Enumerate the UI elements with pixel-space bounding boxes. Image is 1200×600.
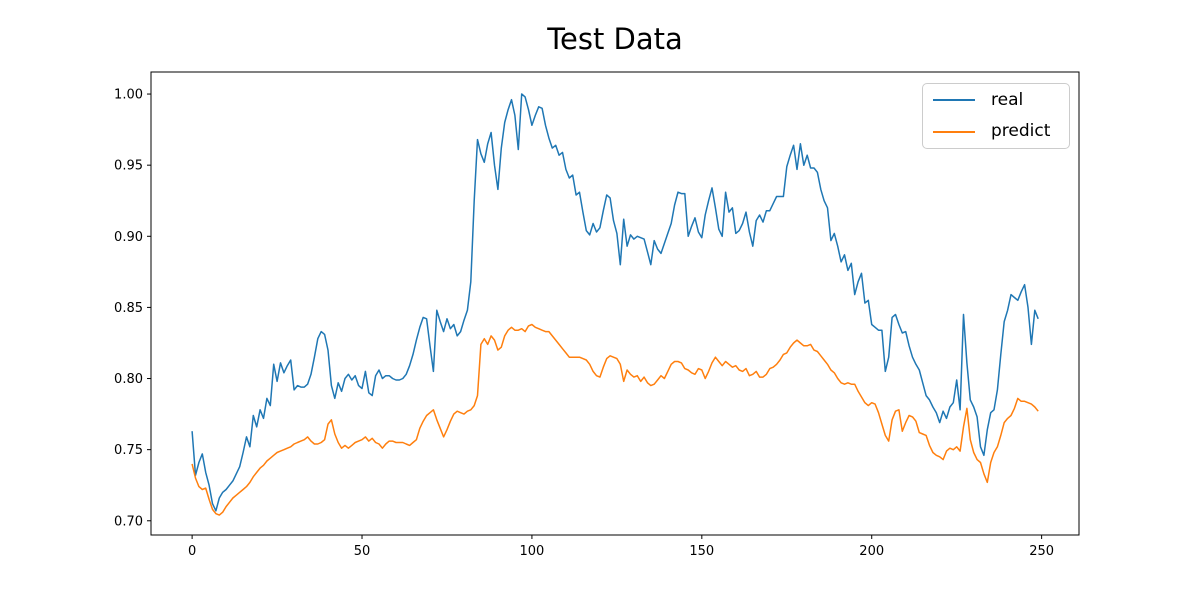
y-tick-label: 0.80 [114, 372, 143, 387]
axes-frame [150, 71, 1080, 536]
y-tick-label: 0.70 [114, 514, 143, 529]
series-predict-line [191, 323, 1039, 516]
y-tick-label: 0.95 [114, 159, 143, 174]
x-tick-label: 200 [859, 544, 884, 559]
x-tick-label: 250 [1029, 544, 1054, 559]
legend: real predict [922, 83, 1070, 149]
x-tick-label: 50 [354, 544, 371, 559]
legend-item-predict: predict [933, 116, 1059, 147]
x-tick-label: 150 [689, 544, 714, 559]
predict-line-swatch [933, 130, 975, 133]
legend-item-real: real [933, 85, 1059, 116]
legend-label-real: real [991, 89, 1024, 110]
y-tick-label: 0.90 [114, 230, 143, 245]
chart-title: Test Data [547, 22, 683, 56]
series-real-line [191, 93, 1039, 512]
x-tick-label: 100 [520, 544, 545, 559]
x-tick-label: 0 [188, 544, 196, 559]
y-tick-label: 1.00 [114, 88, 143, 103]
y-tick-label: 0.85 [114, 301, 143, 316]
legend-label-predict: predict [991, 121, 1051, 142]
real-line-swatch [933, 99, 975, 102]
y-tick-label: 0.75 [114, 443, 143, 458]
